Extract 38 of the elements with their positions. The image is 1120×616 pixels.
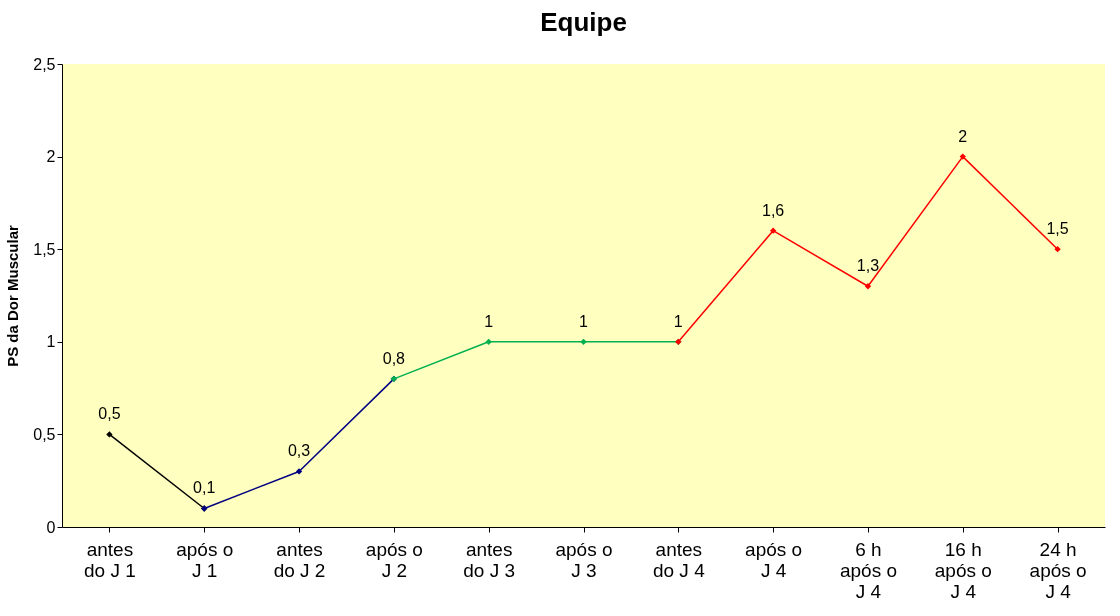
data-label: 1,5: [1046, 220, 1069, 238]
y-tick-label: 2,5: [33, 55, 56, 73]
point: [106, 431, 113, 438]
data-label: 0,1: [193, 479, 216, 497]
data-label: 0,3: [287, 442, 311, 460]
data-label: 1: [484, 312, 494, 330]
point: [485, 338, 492, 345]
y-tick-label: 1,5: [33, 240, 56, 258]
x-tick-label: após o J 2: [365, 538, 423, 581]
data-label: 0,5: [98, 405, 121, 423]
data-label: 0,8: [382, 349, 406, 367]
point: [769, 227, 777, 234]
data-label: 1,6: [762, 201, 785, 219]
x-tick-label: antes do J 4: [652, 538, 706, 581]
y-tick-label: 2: [46, 148, 56, 166]
y-axis-title: PS da Dor Muscular: [4, 224, 22, 367]
point: [580, 338, 587, 345]
data-label: 1: [579, 312, 589, 330]
point: [295, 468, 303, 475]
x-tick-label: 24 h após o J 4: [1029, 538, 1087, 602]
data-label: 1,3: [856, 257, 880, 275]
point: [1054, 246, 1061, 253]
chart-title: Equipe: [540, 7, 627, 37]
x-tick-label: após o J 4: [745, 538, 803, 581]
point: [864, 283, 872, 290]
x-tick-label: antes do J 3: [463, 538, 516, 581]
x-tick-label: antes do J 1: [84, 538, 136, 581]
y-tick-label: 1: [46, 333, 56, 351]
point: [959, 153, 966, 160]
data-label: 2: [958, 127, 968, 145]
x-tick-label: 16 h após o J 4: [934, 538, 992, 602]
x-tick-label: antes do J 2: [273, 538, 326, 581]
data-label: 1: [673, 312, 683, 330]
x-tick-label: 6 h após o J 4: [839, 538, 897, 602]
x-tick-label: após o J 1: [176, 538, 234, 581]
y-tick-label: 0,5: [33, 425, 56, 443]
y-tick-label: 0: [46, 518, 56, 536]
x-tick-label: após o J 3: [555, 538, 613, 581]
